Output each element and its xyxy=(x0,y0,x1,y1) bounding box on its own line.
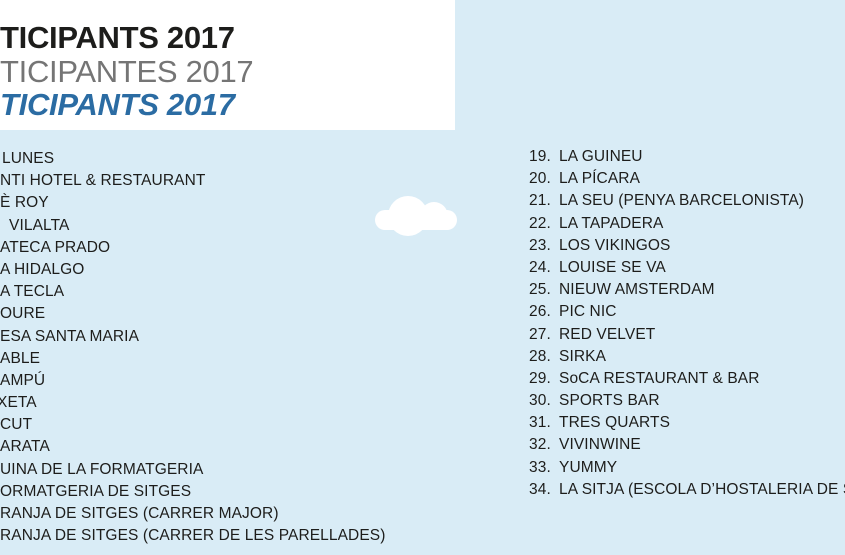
participant-entry: 23. LOS VIKINGOS xyxy=(529,235,845,257)
participant-number: 28. xyxy=(529,347,551,365)
participant-entry: 26. PIC NIC xyxy=(529,301,845,323)
participant-number: 29. xyxy=(529,369,551,387)
participant-name: LA SITJA (ESCOLA D’HOSTALERIA DE S xyxy=(559,480,845,498)
participant-name: LOS VIKINGOS xyxy=(559,236,671,254)
participant-number: 27. xyxy=(529,325,551,343)
participant-entry: 33. YUMMY xyxy=(529,457,845,479)
participant-name-fragment: RANJA DE SITGES (CARRER DE LES PARELLADE… xyxy=(0,527,386,545)
participant-name: LA GUINEU xyxy=(559,148,643,165)
participant-name: LA TAPADERA xyxy=(559,214,664,232)
participant-entry: 28. SIRKA xyxy=(529,346,845,368)
participant-name: LOUISE SE VA xyxy=(559,258,666,276)
page-title-english: TICIPANTS 2017 xyxy=(0,87,235,122)
participant-entry: 31. TRES QUARTS xyxy=(529,412,845,434)
participant-entry: 25. NIEUW AMSTERDAM xyxy=(529,279,845,301)
participant-entry: 29. SoCA RESTAURANT & BAR xyxy=(529,368,845,390)
page-title-spanish: TICIPANTES 2017 xyxy=(0,53,254,89)
participant-entry: 27. RED VELVET xyxy=(529,324,845,346)
participant-entry: 19. LA GUINEU xyxy=(529,146,845,168)
participant-name-fragment: UINA DE LA FORMATGERIA xyxy=(0,460,204,478)
participant-number: 33. xyxy=(529,458,551,476)
participant-name: SoCA RESTAURANT & BAR xyxy=(559,369,760,387)
participant-name: SIRKA xyxy=(559,347,607,365)
participant-number: 31. xyxy=(529,414,551,432)
participant-name: VIVINWINE xyxy=(559,436,641,454)
participant-name: LA SEU (PENYA BARCELONISTA) xyxy=(559,192,805,210)
participant-name-fragment: ORMATGERIA DE SITGES xyxy=(0,482,192,500)
participant-number: 34. xyxy=(529,480,551,498)
participant-name-fragment: ABLE xyxy=(0,349,41,367)
participant-number: 20. xyxy=(529,170,551,188)
participant-entry: 32. VIVINWINE xyxy=(529,434,845,456)
participant-name: YUMMY xyxy=(559,458,618,476)
participant-entry: 30. SPORTS BAR xyxy=(529,390,845,412)
participant-name-fragment: RANJA DE SITGES (CARRER MAJOR) xyxy=(0,505,279,522)
participant-name-fragment: XETA xyxy=(0,394,37,412)
participant-entry: 20. LA PÍCARA xyxy=(529,168,845,190)
participant-name-fragment: ATECA PRADO xyxy=(0,238,111,256)
cloud-icon xyxy=(375,196,457,236)
participant-number: 32. xyxy=(529,436,551,454)
participant-entry: 34. LA SITJA (ESCOLA D’HOSTALERIA DE S xyxy=(529,479,845,501)
participant-name-fragment: NTI HOTEL & RESTAURANT xyxy=(0,172,206,190)
participant-number: 30. xyxy=(529,392,551,410)
page-title-catalan: TICIPANTS 2017 xyxy=(0,20,235,55)
participant-entry: 24. LOUISE SE VA xyxy=(529,257,845,279)
participant-name: PIC NIC xyxy=(559,303,617,321)
title-panel: TICIPANTS 2017 TICIPANTES 2017 TICIPANTS… xyxy=(0,0,455,130)
participant-name-fragment: È ROY xyxy=(0,194,49,212)
participant-name-fragment: ARATA xyxy=(0,438,50,456)
participant-name-fragment: AMPÚ xyxy=(0,371,46,389)
participant-number: 23. xyxy=(529,236,551,254)
participants-right-column: 19. LA GUINEU 20. LA PÍCARA 21. LA SEU (PENYA… xyxy=(529,146,845,501)
participant-name-fragment: A HIDALGO xyxy=(0,260,85,278)
participant-number: 21. xyxy=(529,192,551,210)
participant-name-fragment: LUNES xyxy=(2,150,55,167)
participant-number: 24. xyxy=(529,258,551,276)
participant-name-fragment: CUT xyxy=(0,416,33,434)
participant-name-fragment: A TECLA xyxy=(0,283,65,301)
participant-name: TRES QUARTS xyxy=(559,414,671,432)
participant-number: 26. xyxy=(529,303,551,321)
participant-name-fragment: OURE xyxy=(0,305,46,323)
participant-number: 22. xyxy=(529,214,551,232)
participant-number: 25. xyxy=(529,281,551,299)
participant-number: 19. xyxy=(529,148,551,165)
participant-name: RED VELVET xyxy=(559,325,656,343)
participant-name-fragment: ESA SANTA MARIA xyxy=(0,327,140,345)
participant-name: NIEUW AMSTERDAM xyxy=(559,281,715,299)
participant-entry: 21. LA SEU (PENYA BARCELONISTA) xyxy=(529,190,845,212)
participants-left-column: LUNES NTI HOTEL & RESTAURANT È ROY VILALTA A… xyxy=(0,148,386,547)
participant-name: LA PÍCARA xyxy=(559,170,641,188)
participant-name: SPORTS BAR xyxy=(559,392,660,410)
participant-entry: 22. LA TAPADERA xyxy=(529,213,845,235)
participant-name-fragment: VILALTA xyxy=(9,216,70,234)
